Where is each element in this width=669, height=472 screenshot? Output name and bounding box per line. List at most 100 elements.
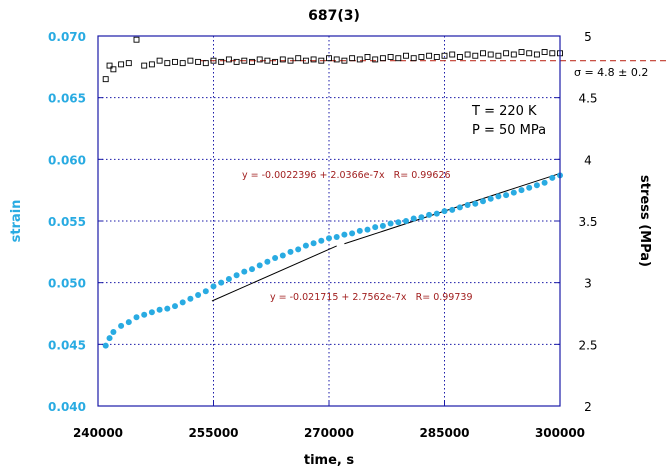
strain-point xyxy=(218,279,225,286)
strain-point xyxy=(487,195,494,202)
stress-point xyxy=(487,51,494,58)
stress-point xyxy=(541,49,548,55)
right-tick-label: 2 xyxy=(584,400,592,414)
left-tick-label: 0.070 xyxy=(48,30,86,44)
strain-point xyxy=(156,306,163,313)
stress-point xyxy=(106,62,113,69)
strain-point xyxy=(510,189,517,196)
stress-point xyxy=(110,66,117,73)
stress-point xyxy=(310,56,317,63)
strain-point xyxy=(372,224,379,231)
stress-point xyxy=(549,50,556,57)
stress-point xyxy=(418,54,425,60)
stress-point xyxy=(225,56,232,63)
strain-point xyxy=(395,219,402,226)
stress-point xyxy=(179,60,186,67)
strain-series xyxy=(102,172,563,349)
left-axis-ticks: 0.070 0.065 0.060 0.055 0.050 0.045 0.040 xyxy=(48,30,103,414)
stress-point xyxy=(164,60,171,67)
strain-point xyxy=(287,248,294,255)
sigma-label: σ = 4.8 ± 0.2 xyxy=(574,66,648,79)
strain-point xyxy=(379,222,386,229)
stress-point xyxy=(518,49,525,55)
stress-point xyxy=(433,54,440,60)
stress-point xyxy=(156,57,163,64)
stress-point xyxy=(372,56,379,63)
grid-lines xyxy=(98,36,560,406)
stress-point xyxy=(449,51,456,58)
strain-point xyxy=(202,288,209,295)
stress-point xyxy=(118,61,125,68)
stress-point xyxy=(441,52,448,59)
fit-label-lower: y = -0.021715 + 2.7562e-7x R= 0.99739 xyxy=(270,292,472,303)
left-tick-label: 0.060 xyxy=(48,153,86,167)
stress-point xyxy=(387,54,394,60)
strain-point xyxy=(333,234,340,241)
strain-point xyxy=(518,187,525,194)
strain-point xyxy=(541,179,548,186)
left-tick-label: 0.045 xyxy=(48,338,86,352)
right-axis-label: stress (MPa) xyxy=(637,175,652,267)
strain-point xyxy=(410,215,417,222)
right-tick-label: 4.5 xyxy=(578,92,597,106)
strain-point xyxy=(503,192,510,199)
strain-point xyxy=(106,335,113,342)
stress-point xyxy=(202,60,209,67)
stress-point xyxy=(403,52,409,59)
strain-point xyxy=(256,262,263,269)
stress-point xyxy=(287,57,294,64)
x-axis-ticks: 240000 255000 270000 285000 300000 xyxy=(73,401,585,440)
strain-point xyxy=(433,210,440,217)
stress-point xyxy=(187,57,194,64)
stress-point xyxy=(241,57,248,64)
stress-point xyxy=(249,58,255,65)
strain-point xyxy=(456,204,463,211)
right-axis-ticks: 5 4.5 4 3.5 3 2.5 2 xyxy=(555,30,598,414)
strain-point xyxy=(249,266,255,273)
stress-point xyxy=(302,57,309,64)
x-tick-label: 300000 xyxy=(535,426,585,440)
stress-point xyxy=(379,55,386,62)
strain-point xyxy=(118,322,125,329)
stress-point xyxy=(272,58,279,65)
stress-point xyxy=(503,50,510,57)
strain-point xyxy=(164,305,171,312)
strain-point xyxy=(264,258,271,265)
stress-point xyxy=(495,52,502,59)
left-axis-label: strain xyxy=(9,200,24,243)
strain-point xyxy=(225,275,232,282)
right-tick-label: 3.5 xyxy=(578,215,597,229)
stress-point xyxy=(356,56,363,63)
stress-point xyxy=(464,51,471,58)
condition-pressure: P = 50 MPa xyxy=(472,123,546,138)
strain-point xyxy=(233,272,240,279)
chart-title: 687(3) xyxy=(308,8,360,24)
strain-point xyxy=(464,201,471,208)
stress-point xyxy=(349,55,356,62)
right-tick-label: 5 xyxy=(584,30,592,44)
fit-label-upper: y = -0.0022396 + 2.0366e-7x R= 0.99626 xyxy=(242,170,451,181)
stress-point xyxy=(341,57,348,64)
stress-point xyxy=(233,58,240,65)
strain-point xyxy=(418,214,425,221)
stress-point xyxy=(410,55,417,62)
strain-point xyxy=(403,218,409,224)
strain-point xyxy=(387,220,394,227)
fit-line-lower xyxy=(211,245,337,302)
strain-point xyxy=(295,246,302,253)
stress-point xyxy=(195,58,202,65)
strain-point xyxy=(125,319,132,326)
strain-point xyxy=(310,240,317,247)
stress-point xyxy=(210,57,217,64)
strain-point xyxy=(141,311,148,318)
stress-point xyxy=(456,54,463,60)
strain-point xyxy=(318,237,325,244)
stress-point xyxy=(256,56,263,63)
strain-point xyxy=(495,193,502,200)
strain-point xyxy=(102,342,109,349)
stress-point xyxy=(172,58,178,65)
strain-point xyxy=(272,255,279,261)
left-tick-label: 0.055 xyxy=(48,215,86,229)
stress-point xyxy=(102,76,109,83)
